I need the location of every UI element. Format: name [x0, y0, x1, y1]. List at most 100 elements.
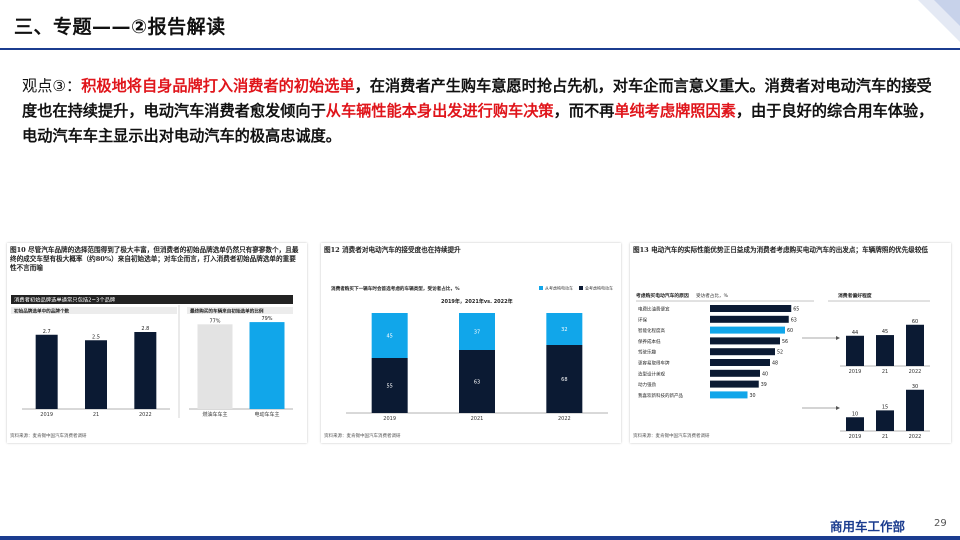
fig13-bar [710, 305, 792, 312]
fig13-value-label: 60 [787, 328, 793, 334]
figure-12-title: 图12 消费者对电动汽车的接受度也在持续提升 [324, 246, 461, 254]
fig13-value-label: 39 [761, 382, 767, 388]
fig13-bar [710, 326, 785, 334]
fig13-bar [710, 391, 748, 399]
fig13-category-label: 智能化程度高 [638, 327, 665, 334]
figure-10-source: 资料来源：麦肯锡中国汽车消费者调研 [10, 434, 87, 439]
figure-13-left-unit: 受访者占比，% [696, 292, 729, 299]
seg-3: ，而不再 [553, 102, 615, 120]
fig10-left-value-label: 2.8 [141, 326, 149, 332]
fig13-category-label: 动力强劲 [638, 381, 656, 388]
seg-0: 积极地将自身品牌打入消费者的初始选单 [81, 77, 355, 95]
fig10-left-bar [85, 340, 107, 409]
fig12-tick-label: 2021 [471, 416, 484, 422]
fig13-r1-tick-label: 2022 [909, 369, 922, 375]
footer-department: 商用车工作部 [830, 519, 906, 534]
fig13-category-label: 电费比油费便宜 [638, 306, 670, 313]
fig12-bar-segment [459, 313, 495, 350]
figure-10-right-sub: 最终购买的车辆来自初始选单的比例 [190, 308, 264, 315]
fig13-category-label: 保养成本低 [638, 338, 661, 345]
fig12-bar-segment [546, 345, 583, 413]
fig13-r2-tick-label: 21 [882, 434, 888, 440]
seg-2: 从车辆性能本身出发进行购车决策 [325, 102, 554, 120]
fig13-value-label: 63 [791, 317, 797, 323]
fig12-value-label: 45 [386, 334, 392, 340]
seg-1: ，在消费者产生购车意愿时抢占先机，对车企而言意义重大。消费者对电动汽车的接受度也… [22, 77, 932, 120]
fig13-value-label: 40 [762, 371, 768, 377]
viewpoint-paragraph: 观点③：积极地将自身品牌打入消费者的初始选单，在消费者产生购车意愿时抢占先机，对… [22, 74, 942, 149]
fig12-value-label: 55 [386, 384, 392, 390]
figure-13-right-header: 消费者偏好程度 [838, 292, 872, 299]
fig12-tick-label: 2019 [383, 416, 396, 422]
fig10-right-value-label: 79% [261, 316, 272, 322]
footer-line [0, 536, 960, 540]
figure-13-connector-arrows [802, 336, 840, 410]
figure-13-title: 图13 电动汽车的实际性能优势正日益成为消费者考虑购买电动汽车的出发点；车辆牌照… [633, 246, 929, 254]
figure-13-panel: 图13 电动汽车的实际性能优势正日益成为消费者考虑购买电动汽车的出发点；车辆牌照… [630, 243, 951, 443]
fig10-left-value-label: 2.5 [92, 334, 100, 340]
fig13-category-label: 我喜欢新科技的新产品 [638, 392, 683, 399]
fig13-r1-value-label: 45 [882, 329, 888, 335]
title-underline [0, 48, 960, 50]
fig13-r1-tick-label: 21 [882, 369, 888, 375]
fig13-r2-value-label: 15 [882, 404, 888, 410]
figure-10-left-sub: 初始品牌选单中的品牌个数 [14, 308, 70, 315]
fig13-value-label: 30 [750, 393, 756, 399]
fig12-bar-segment [371, 313, 408, 358]
fig10-left-tick-label: 2019 [40, 412, 53, 418]
fig10-right-bar [197, 324, 233, 409]
fig13-category-label: 更容易取得车牌 [638, 360, 670, 367]
figure-10-chart: 消费者初始品牌选单通常只包括2~3个品牌 初始品牌选单中的品牌个数 最终购买的车… [11, 295, 293, 418]
figure-12-source: 资料来源：麦肯锡中国汽车消费者调研 [324, 434, 401, 439]
fig13-category-label: 驾驶乐趣 [638, 349, 656, 356]
figure-10-title: 图10 尽管汽车品牌的选择范围得到了极大丰富，但消费者的初始品牌选单仍然只有寥寥… [10, 246, 299, 272]
figure-12-chart: 消费者购买下一辆车时会首选考虑的车辆类型，受访者占比，% 2019年，2021年… [331, 285, 613, 423]
fig13-value-label: 48 [772, 361, 778, 367]
fig13-r2-bar [846, 417, 864, 431]
fig12-value-label: 68 [561, 377, 567, 383]
figure-12-legend-2: 会考虑纯电动车 [585, 285, 613, 291]
fig13-category-label: 造型设计美观 [638, 370, 665, 377]
page-number: 29 [934, 518, 947, 529]
fig12-bar-segment [459, 350, 495, 413]
fig10-left-bar [35, 334, 58, 409]
viewpoint-label: 观点③： [22, 77, 82, 95]
figure-13-source: 资料来源：麦肯锡中国汽车消费者调研 [633, 434, 710, 439]
fig13-r1-bar [906, 324, 924, 366]
fig13-bar [710, 315, 789, 323]
fig12-bar-segment [371, 358, 408, 413]
fig10-right-tick-label: 电动车车主 [254, 411, 279, 418]
figure-12-question: 消费者购买下一辆车时会首选考虑的车辆类型，受访者占比，% [331, 285, 460, 292]
fig13-r2-tick-label: 2022 [909, 434, 922, 440]
figure-10-panel: 图10 尽管汽车品牌的选择范围得到了极大丰富，但消费者的初始品牌选单仍然只有寥寥… [7, 243, 307, 443]
fig13-r2-bar [906, 389, 924, 431]
figure-12-period: 2019年，2021年vs. 2022年 [441, 298, 513, 305]
fig13-r2-value-label: 30 [912, 384, 918, 390]
fig13-value-label: 65 [793, 307, 799, 313]
fig13-value-label: 52 [777, 350, 783, 356]
fig13-bar [710, 337, 780, 345]
fig13-r2-tick-label: 2019 [849, 434, 862, 440]
fig13-value-label: 56 [782, 339, 788, 345]
page-title: 三、专题——②报告解读 [14, 16, 226, 38]
fig13-r1-bar [876, 335, 894, 366]
fig13-r1-tick-label: 2019 [849, 369, 862, 375]
fig12-tick-label: 2022 [558, 416, 571, 422]
fig10-right-value-label: 77% [209, 318, 220, 324]
fig10-left-bar [134, 332, 157, 409]
fig13-r1-value-label: 44 [852, 330, 858, 336]
fig12-value-label: 63 [474, 380, 480, 386]
fig10-left-tick-label: 2022 [139, 412, 152, 418]
title-bar: 三、专题——②报告解读 [0, 0, 960, 52]
figure-13-left-header: 考虑购买电动汽车的原因 [636, 292, 689, 299]
fig13-category-label: 环保 [638, 316, 647, 323]
corner-decoration [918, 0, 960, 42]
fig13-r2-value-label: 10 [852, 411, 858, 417]
fig10-right-bar [249, 322, 285, 409]
fig13-bar [710, 380, 759, 388]
figure-12-panel: 图12 消费者对电动汽车的接受度也在持续提升 消费者购买下一辆车时会首选考虑的车… [321, 243, 621, 443]
seg-5: ，由于良好的综合用车体验，电动汽车车主显示出对电动汽车的极高忠诚度。 [22, 102, 934, 145]
fig12-bar-segment [546, 313, 583, 345]
fig12-value-label: 32 [561, 327, 567, 333]
fig13-bar [710, 359, 770, 366]
